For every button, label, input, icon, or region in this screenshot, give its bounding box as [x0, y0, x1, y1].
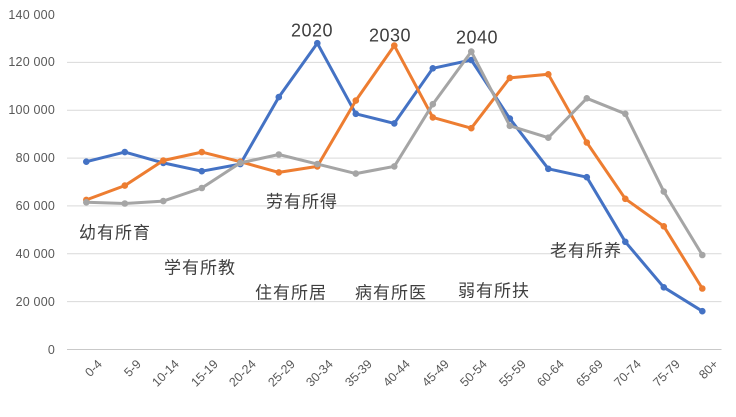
series-label-2030: 2030 [368, 25, 412, 46]
y-tick-label: 20 000 [15, 294, 55, 309]
data-point-2020-40-44 [391, 120, 398, 127]
data-point-2040-30-34 [314, 160, 321, 168]
data-point-2030-80+ [699, 285, 706, 292]
annotation-劳有所得: 劳有所得 [266, 192, 338, 212]
series-line-2040 [84, 50, 704, 257]
data-point-2020-0-4 [83, 158, 90, 165]
data-point-2030-15-19 [198, 148, 206, 156]
data-point-2040-50-54 [468, 48, 475, 55]
data-point-2040-15-19 [198, 184, 206, 192]
y-tick-label: 40 000 [15, 246, 55, 261]
data-point-2030-50-54 [468, 124, 475, 132]
data-point-2020-25-29 [275, 93, 283, 101]
data-point-2020-60-64 [545, 165, 552, 173]
data-point-2030-65-69 [583, 139, 591, 146]
data-point-2040-10-14 [160, 197, 167, 205]
annotation-弱有所扶: 弱有所扶 [458, 281, 530, 301]
annotation-幼有所育: 幼有所育 [79, 223, 151, 243]
data-point-2040-45-49 [429, 100, 437, 108]
data-point-2030-60-64 [545, 71, 552, 78]
data-point-2040-65-69 [583, 95, 591, 102]
y-tick-label: 80 000 [15, 151, 55, 166]
data-point-2040-75-79 [660, 188, 668, 195]
data-point-2040-25-29 [275, 151, 283, 158]
data-point-2030-55-59 [506, 74, 514, 82]
data-point-2030-25-29 [275, 169, 283, 176]
data-point-2030-10-14 [160, 157, 167, 164]
data-point-2020-70-74 [622, 238, 629, 246]
data-point-2020-35-39 [352, 110, 360, 118]
data-point-2020-50-54 [468, 56, 475, 64]
series-label-2020: 2020 [290, 20, 334, 41]
annotation-学有所教: 学有所教 [164, 258, 236, 278]
data-point-2040-20-24 [237, 159, 244, 167]
data-point-2040-5-9 [121, 200, 129, 207]
data-point-2030-40-44 [391, 42, 398, 49]
data-point-2040-40-44 [391, 163, 398, 170]
data-point-2040-80+ [699, 251, 706, 259]
annotation-住有所居: 住有所居 [255, 283, 327, 303]
data-point-2030-70-74 [622, 195, 629, 203]
data-point-2040-60-64 [545, 134, 552, 141]
data-point-2030-45-49 [429, 114, 437, 121]
data-point-2020-30-34 [314, 39, 321, 47]
data-point-2030-35-39 [352, 97, 360, 104]
data-point-2020-45-49 [429, 65, 437, 72]
y-tick-label: 0 [47, 342, 55, 357]
y-tick-label: 60 000 [15, 198, 55, 213]
y-tick-label: 100 000 [8, 103, 55, 118]
data-point-2020-65-69 [583, 173, 591, 181]
data-point-2030-5-9 [121, 182, 129, 189]
data-point-2020-5-9 [121, 148, 129, 156]
data-point-2020-80+ [699, 307, 706, 315]
data-point-2040-35-39 [352, 170, 360, 177]
series-label-2040: 2040 [455, 27, 499, 48]
y-tick-label: 120 000 [8, 55, 55, 70]
data-point-2040-0-4 [83, 199, 90, 206]
y-tick-label: 140 000 [8, 7, 55, 22]
data-point-2030-75-79 [660, 223, 668, 230]
annotation-老有所养: 老有所养 [550, 241, 622, 261]
data-point-2040-70-74 [622, 110, 629, 118]
annotation-病有所医: 病有所医 [355, 283, 427, 303]
data-point-2040-55-59 [506, 122, 514, 130]
data-point-2020-15-19 [198, 167, 206, 175]
data-point-2020-75-79 [660, 284, 668, 291]
